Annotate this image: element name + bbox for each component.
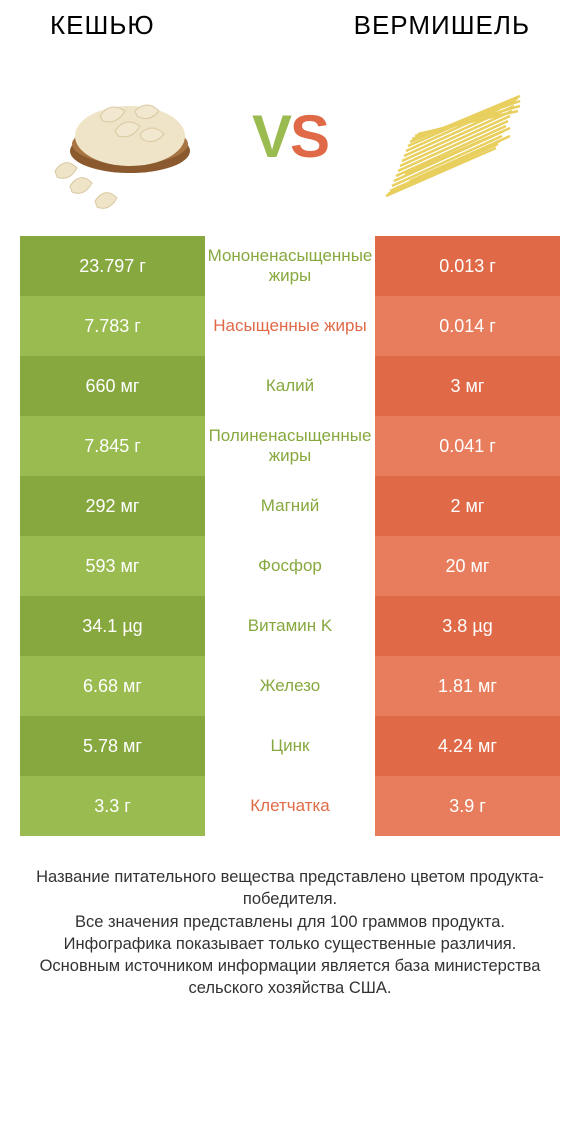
nutrient-label: Магний: [205, 476, 375, 536]
left-value: 7.845 г: [20, 416, 205, 476]
table-row: 292 мгМагний2 мг: [20, 476, 560, 536]
table-row: 34.1 µgВитамин K3.8 µg: [20, 596, 560, 656]
table-row: 7.845 гПолиненасыщенные жиры0.041 г: [20, 416, 560, 476]
table-row: 5.78 мгЦинк4.24 мг: [20, 716, 560, 776]
table-row: 593 мгФосфор20 мг: [20, 536, 560, 596]
nutrient-label: Калий: [205, 356, 375, 416]
nutrient-label: Мононенасыщенные жиры: [205, 236, 375, 296]
footer-line-3: Инфографика показывает только существенн…: [25, 933, 555, 955]
left-value: 7.783 г: [20, 296, 205, 356]
nutrient-label: Витамин K: [205, 596, 375, 656]
comparison-table: 23.797 гМононенасыщенные жиры0.013 г7.78…: [20, 236, 560, 836]
right-value: 20 мг: [375, 536, 560, 596]
table-row: 3.3 гКлетчатка3.9 г: [20, 776, 560, 836]
right-value: 3 мг: [375, 356, 560, 416]
footer-line-2: Все значения представлены для 100 граммо…: [25, 911, 555, 933]
table-row: 23.797 гМононенасыщенные жиры0.013 г: [20, 236, 560, 296]
title-left: КЕШЬЮ: [50, 10, 155, 41]
right-value: 0.014 г: [375, 296, 560, 356]
nutrient-label: Клетчатка: [205, 776, 375, 836]
left-value: 292 мг: [20, 476, 205, 536]
right-value: 1.81 мг: [375, 656, 560, 716]
infographic-container: КЕШЬЮ ВЕРМИШЕЛЬ VS: [0, 0, 580, 1020]
header-row: КЕШЬЮ ВЕРМИШЕЛЬ: [20, 10, 560, 41]
nutrient-label: Фосфор: [205, 536, 375, 596]
footer-line-1: Название питательного вещества представл…: [25, 866, 555, 911]
table-row: 7.783 гНасыщенные жиры0.014 г: [20, 296, 560, 356]
left-value: 6.68 мг: [20, 656, 205, 716]
left-value: 3.3 г: [20, 776, 205, 836]
title-right: ВЕРМИШЕЛЬ: [354, 10, 530, 41]
right-value: 0.041 г: [375, 416, 560, 476]
nutrient-label: Насыщенные жиры: [205, 296, 375, 356]
footer-text: Название питательного вещества представл…: [20, 836, 560, 1000]
nutrient-label: Цинк: [205, 716, 375, 776]
footer-line-4: Основным источником информации является …: [25, 955, 555, 1000]
table-row: 6.68 мгЖелезо1.81 мг: [20, 656, 560, 716]
vs-s-letter: S: [290, 103, 328, 170]
vs-label: VS: [252, 102, 328, 171]
left-value: 660 мг: [20, 356, 205, 416]
table-row: 660 мгКалий3 мг: [20, 356, 560, 416]
right-value: 2 мг: [375, 476, 560, 536]
left-value: 23.797 г: [20, 236, 205, 296]
vs-v-letter: V: [252, 103, 290, 170]
cashew-image: [40, 56, 220, 216]
left-value: 34.1 µg: [20, 596, 205, 656]
nutrient-label: Железо: [205, 656, 375, 716]
right-value: 0.013 г: [375, 236, 560, 296]
left-value: 5.78 мг: [20, 716, 205, 776]
vermicelli-image: [360, 56, 540, 216]
right-value: 4.24 мг: [375, 716, 560, 776]
nutrient-label: Полиненасыщенные жиры: [205, 416, 375, 476]
left-value: 593 мг: [20, 536, 205, 596]
right-value: 3.8 µg: [375, 596, 560, 656]
images-row: VS: [20, 56, 560, 216]
right-value: 3.9 г: [375, 776, 560, 836]
